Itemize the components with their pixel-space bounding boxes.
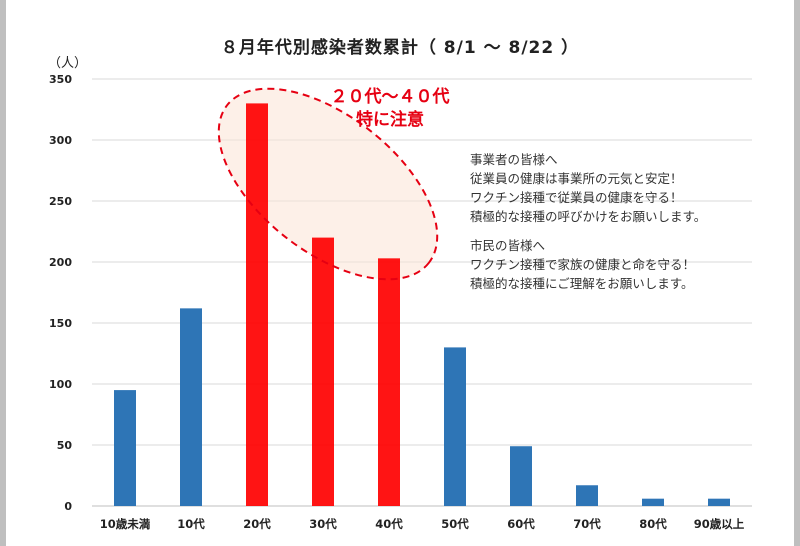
y-tick-label: 100 bbox=[49, 378, 72, 391]
x-tick-label: 40代 bbox=[375, 517, 403, 531]
y-tick-label: 200 bbox=[49, 256, 72, 269]
y-tick-label: 250 bbox=[49, 195, 72, 208]
x-tick-label: 10歳未満 bbox=[100, 517, 151, 531]
citizens-notice-line: 積極的な接種にご理解をお願いします。 bbox=[470, 276, 694, 291]
callout-line-2: 特に注意 bbox=[356, 110, 424, 130]
y-tick-label: 150 bbox=[49, 317, 72, 330]
business-notice: 事業者の皆様へ 従業員の健康は事業所の元気と安定！ ワクチン接種で従業員の健康を… bbox=[470, 150, 706, 226]
highlight-callout: ２０代〜４０代 特に注意 bbox=[300, 86, 480, 132]
x-tick-label: 90歳以上 bbox=[694, 517, 745, 531]
x-tick-label: 10代 bbox=[177, 517, 205, 531]
x-tick-label: 50代 bbox=[441, 517, 469, 531]
y-tick-label: 0 bbox=[64, 500, 72, 513]
highlight-ellipse bbox=[218, 88, 438, 280]
bar-7 bbox=[576, 485, 598, 506]
highlight-outline bbox=[217, 87, 439, 281]
bar-2 bbox=[246, 103, 268, 507]
y-tick-label: 50 bbox=[57, 439, 73, 452]
y-axis-ticks: 0 50 100 150 200 250 300 350 bbox=[49, 73, 72, 513]
x-tick-label: 70代 bbox=[573, 517, 601, 531]
citizens-notice-line: 市民の皆様へ bbox=[470, 238, 546, 253]
bar-8 bbox=[642, 498, 664, 506]
highlight-area bbox=[218, 88, 438, 280]
bar-4 bbox=[378, 258, 400, 506]
x-axis-ticks: 10歳未満 10代 20代 30代 40代 50代 60代 70代 80代 90歳以上 bbox=[100, 517, 745, 531]
bar-1 bbox=[180, 308, 202, 506]
business-notice-line: ワクチン接種で従業員の健康を守る！ bbox=[470, 190, 683, 205]
x-tick-label: 80代 bbox=[639, 517, 667, 531]
x-tick-label: 20代 bbox=[243, 517, 271, 531]
citizens-notice-line: ワクチン接種で家族の健康と命を守る！ bbox=[470, 257, 696, 272]
bars bbox=[114, 103, 730, 507]
bar-3 bbox=[312, 237, 334, 506]
bar-5 bbox=[444, 347, 466, 506]
business-notice-line: 事業者の皆様へ bbox=[470, 152, 558, 167]
y-tick-label: 350 bbox=[49, 73, 72, 86]
business-notice-line: 従業員の健康は事業所の元気と安定！ bbox=[470, 171, 683, 186]
chart-title: ８月年代別感染者数累計（ 8/1 〜 8/22 ） bbox=[220, 38, 580, 58]
business-notice-line: 積極的な接種の呼びかけをお願いします。 bbox=[470, 209, 707, 224]
right-frame-border bbox=[794, 0, 800, 546]
callout-line-1: ２０代〜４０代 bbox=[330, 87, 450, 107]
highlight-ellipse-outline bbox=[217, 87, 439, 281]
citizens-notice: 市民の皆様へ ワクチン接種で家族の健康と命を守る！ 積極的な接種にご理解をお願い… bbox=[470, 236, 695, 293]
left-frame-border bbox=[0, 0, 6, 546]
bar-9 bbox=[708, 498, 730, 506]
bar-6 bbox=[510, 446, 532, 506]
bar-0 bbox=[114, 390, 136, 506]
x-tick-label: 30代 bbox=[309, 517, 337, 531]
x-tick-label: 60代 bbox=[507, 517, 535, 531]
y-tick-label: 300 bbox=[49, 134, 72, 147]
y-axis-unit-label: （人） bbox=[48, 56, 88, 71]
